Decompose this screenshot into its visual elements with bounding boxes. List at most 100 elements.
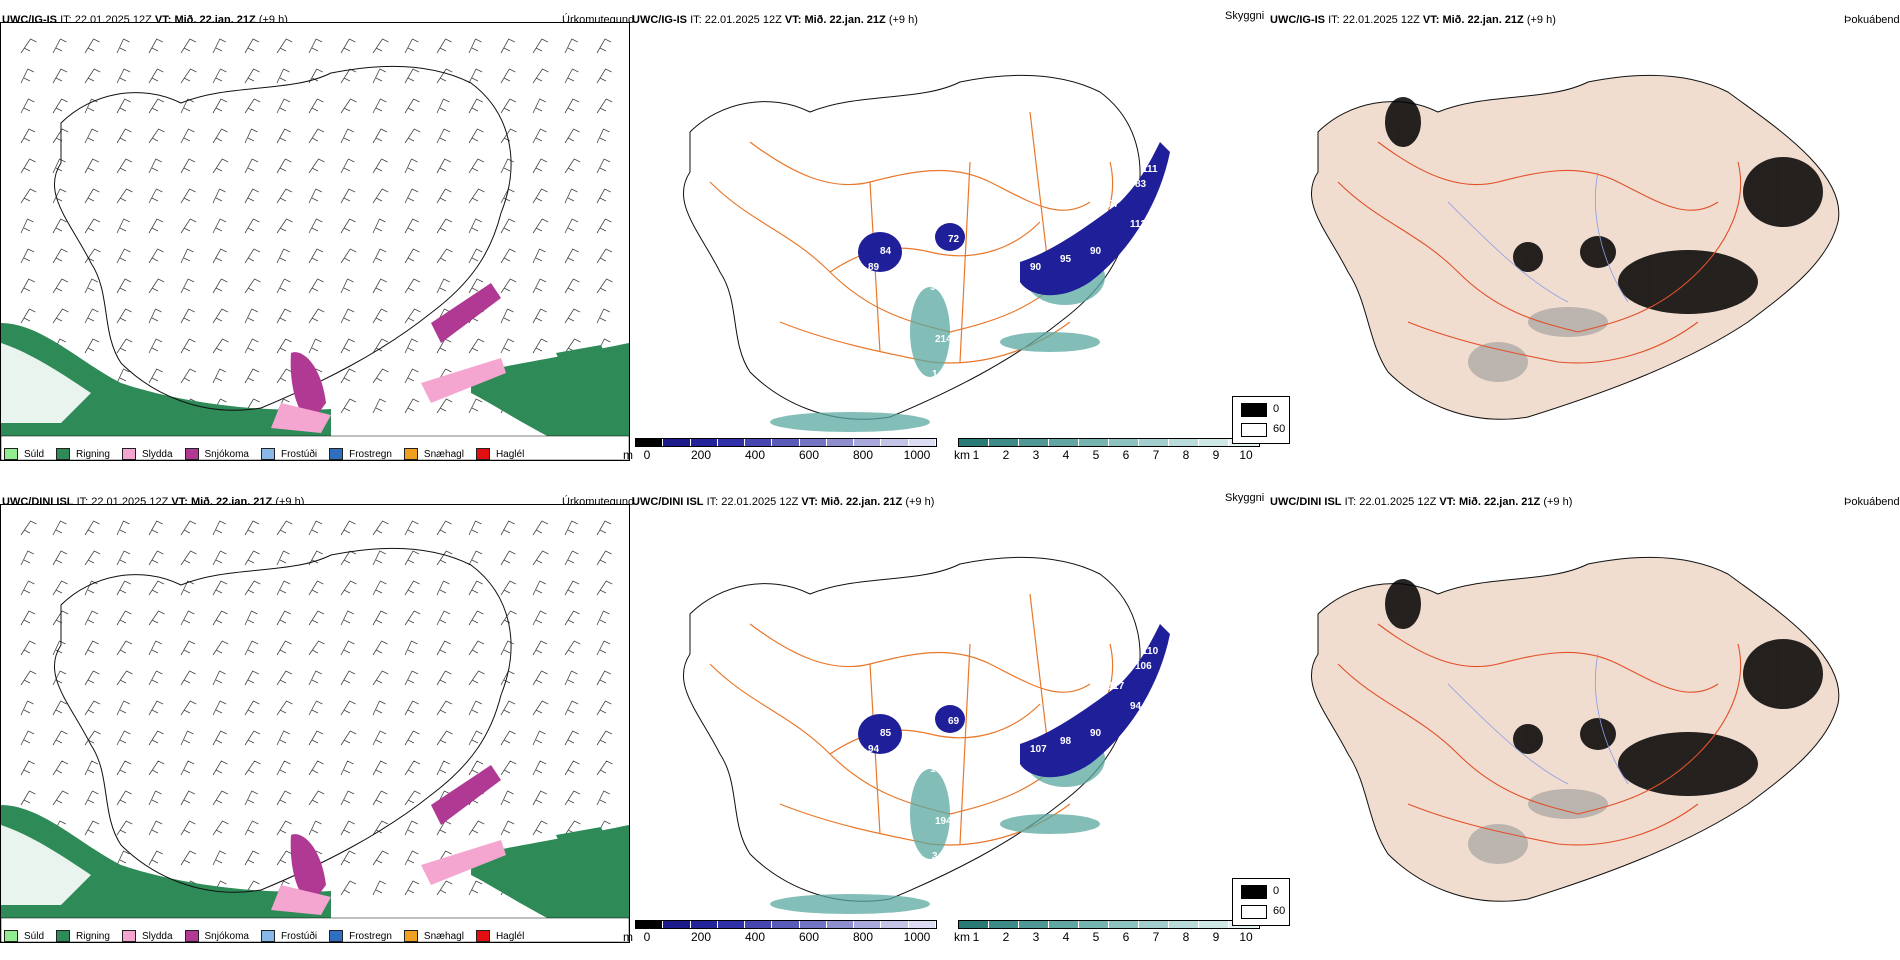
wind-barb — [180, 610, 195, 626]
panel-title: Þokuábendi — [1844, 496, 1900, 508]
wind-barb — [596, 248, 613, 264]
wind-barb — [532, 640, 548, 656]
wind-barb — [532, 188, 548, 204]
wind-barb — [308, 338, 322, 354]
cloud-base-label: 112 — [1130, 219, 1147, 230]
wind-barb — [148, 98, 165, 114]
wind-barb — [180, 278, 195, 294]
wind-barb — [436, 128, 451, 144]
wind-barb — [596, 158, 611, 174]
colorbar-cell — [854, 921, 882, 928]
colorbar-cell — [1109, 439, 1139, 446]
wind-barb — [276, 68, 290, 84]
wind-barb — [212, 248, 227, 264]
wind-barb — [212, 338, 229, 354]
wind-barb — [276, 248, 290, 264]
wind-barb — [468, 158, 485, 174]
lead: (+9 h) — [888, 14, 918, 26]
cloud-base-label: 90 — [1090, 246, 1102, 257]
vt-value: Mið. 22.jan. 21Z — [804, 14, 886, 26]
wind-barb — [148, 218, 164, 234]
lead: (+9 h) — [905, 496, 935, 508]
wind-barb — [404, 218, 419, 234]
wind-barb — [116, 98, 131, 114]
wind-barb — [436, 158, 451, 174]
colorbar-cell — [1199, 921, 1229, 928]
visibility-panel: UWC/IG-IS IT: 22.01.2025 12Z VT: Mið. 22… — [623, 8, 1264, 468]
model: UWC/DINI ISL — [632, 496, 704, 508]
wind-barb — [436, 610, 451, 626]
wind-barb — [116, 128, 132, 144]
colorbar-cell — [772, 921, 800, 928]
colorbar-unit: m — [623, 930, 633, 944]
colorbar-cell — [1019, 439, 1049, 446]
colorbar-tick: 7 — [1152, 930, 1160, 944]
colorbar-cell — [854, 439, 882, 446]
wind-barb — [372, 880, 386, 896]
wind-barb — [468, 700, 482, 716]
cloud-base-label: 89 — [868, 262, 880, 273]
wind-barb — [532, 580, 546, 596]
wind-barb — [340, 580, 357, 596]
it-value: 22.01.2025 12Z — [1359, 496, 1437, 508]
forecast-row: UWC/IG-IS IT: 22.01.2025 12Z VT: Mið. 22… — [0, 8, 1900, 478]
wind-barb — [20, 580, 35, 596]
wind-barb — [20, 700, 34, 716]
wind-barb — [340, 128, 354, 144]
wind-barb — [308, 308, 325, 324]
wind-barb — [244, 158, 259, 174]
colorbar-tick: 3 — [1032, 448, 1040, 462]
wind-barb — [116, 338, 133, 354]
wind-barb — [244, 670, 259, 686]
wind-barb — [564, 550, 579, 566]
wind-barb — [436, 760, 450, 776]
wind-barb — [532, 308, 547, 324]
wind-barb — [244, 248, 261, 264]
wind-barb — [468, 610, 484, 626]
wind-barb — [532, 68, 549, 84]
wind-barb — [564, 520, 578, 536]
wind-barb — [532, 278, 547, 294]
wind-barb — [180, 580, 194, 596]
model: UWC/IG-IS — [1270, 14, 1325, 26]
wind-barb — [148, 790, 162, 806]
colorbar-tick: 9 — [1212, 448, 1220, 462]
wind-barb — [52, 218, 67, 234]
wind-barb — [468, 68, 483, 84]
wind-barb — [308, 158, 325, 174]
colorbar-tick: 10 — [1239, 448, 1253, 462]
wind-barb — [84, 610, 99, 626]
cloud-base-label: 194 — [935, 816, 952, 827]
wind-barb — [532, 128, 547, 144]
cloud-base-label: 72 — [948, 234, 960, 245]
colorbar-tick: 1000 — [903, 930, 931, 944]
wind-barb — [500, 640, 514, 656]
wind-barb — [180, 188, 196, 204]
wind-barb — [116, 610, 132, 626]
wind-barb — [20, 640, 36, 656]
vt-value: Mið. 22.jan. 21Z — [820, 496, 903, 508]
visibility-colorbar: km 1 2 3 4 5 6 7 8 9 10 — [954, 920, 1263, 944]
wind-barb — [340, 398, 357, 414]
colorbar-unit: km — [954, 448, 970, 462]
colorbar-cell — [1139, 439, 1169, 446]
wind-barb — [404, 790, 421, 806]
wind-barb — [372, 610, 388, 626]
wind-barb — [308, 248, 324, 264]
wind-barb — [276, 520, 293, 536]
wind-barb — [84, 520, 100, 536]
legend-item: Haglél — [475, 448, 524, 460]
wind-barb — [532, 218, 549, 234]
wind-barb — [372, 760, 387, 776]
wind-barb — [596, 520, 612, 536]
wind-barb — [180, 820, 196, 836]
wind-barb — [116, 278, 132, 294]
wind-barb — [596, 730, 613, 746]
wind-barb — [564, 308, 581, 324]
wind-barb — [340, 790, 355, 806]
wind-barb — [276, 790, 292, 806]
legend-item: Snæhagl — [403, 448, 464, 460]
wind-barb — [244, 850, 260, 866]
fog-legend: 0 60 — [1232, 396, 1290, 444]
